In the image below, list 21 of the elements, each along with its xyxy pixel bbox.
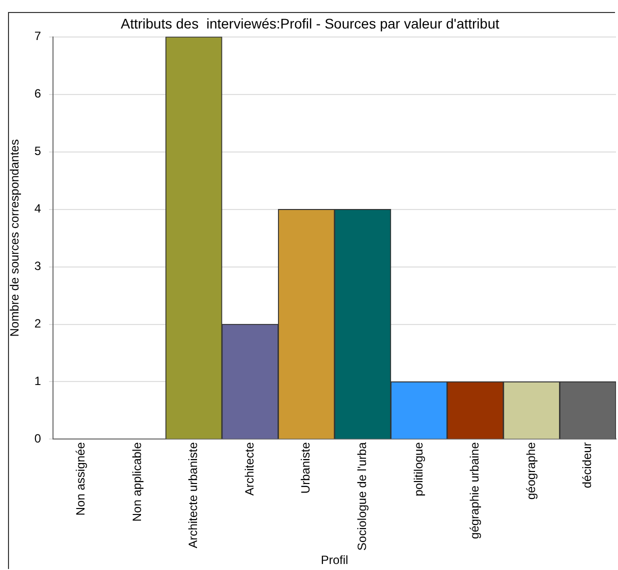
x-tick-label: politilogue (411, 442, 426, 496)
y-tick-label: 6 (34, 86, 42, 101)
y-tick-label: 7 (34, 29, 42, 44)
x-tick-label: Non assignée (74, 442, 88, 516)
y-tick-label: 3 (34, 259, 42, 274)
y-tick-label: 2 (34, 316, 42, 331)
x-tick-label: Sociologue de l'urba (354, 442, 369, 551)
x-tick-label: Architecte (242, 442, 256, 496)
x-tick-label: Urbaniste (298, 442, 313, 494)
x-axis-title: Profil (320, 553, 348, 568)
x-tick-label: décideur (580, 442, 594, 488)
y-tick-label: 4 (34, 202, 42, 216)
y-tick-label: 5 (34, 144, 42, 158)
x-tick-label: gégraphie urbaine (468, 442, 482, 539)
y-tick-label: 0 (34, 432, 42, 446)
y-tick-label: 1 (34, 374, 42, 388)
y-axis-title: Nombre de sources correspondantes (8, 139, 22, 337)
chart-title: Attributs des interviewés:Profil - Sources par valeur d'attribut (120, 15, 500, 32)
x-tick-label: géographe (524, 442, 538, 500)
x-tick-label: Non applicable (130, 442, 144, 522)
x-tick-label: Architecte urbaniste (186, 442, 200, 548)
